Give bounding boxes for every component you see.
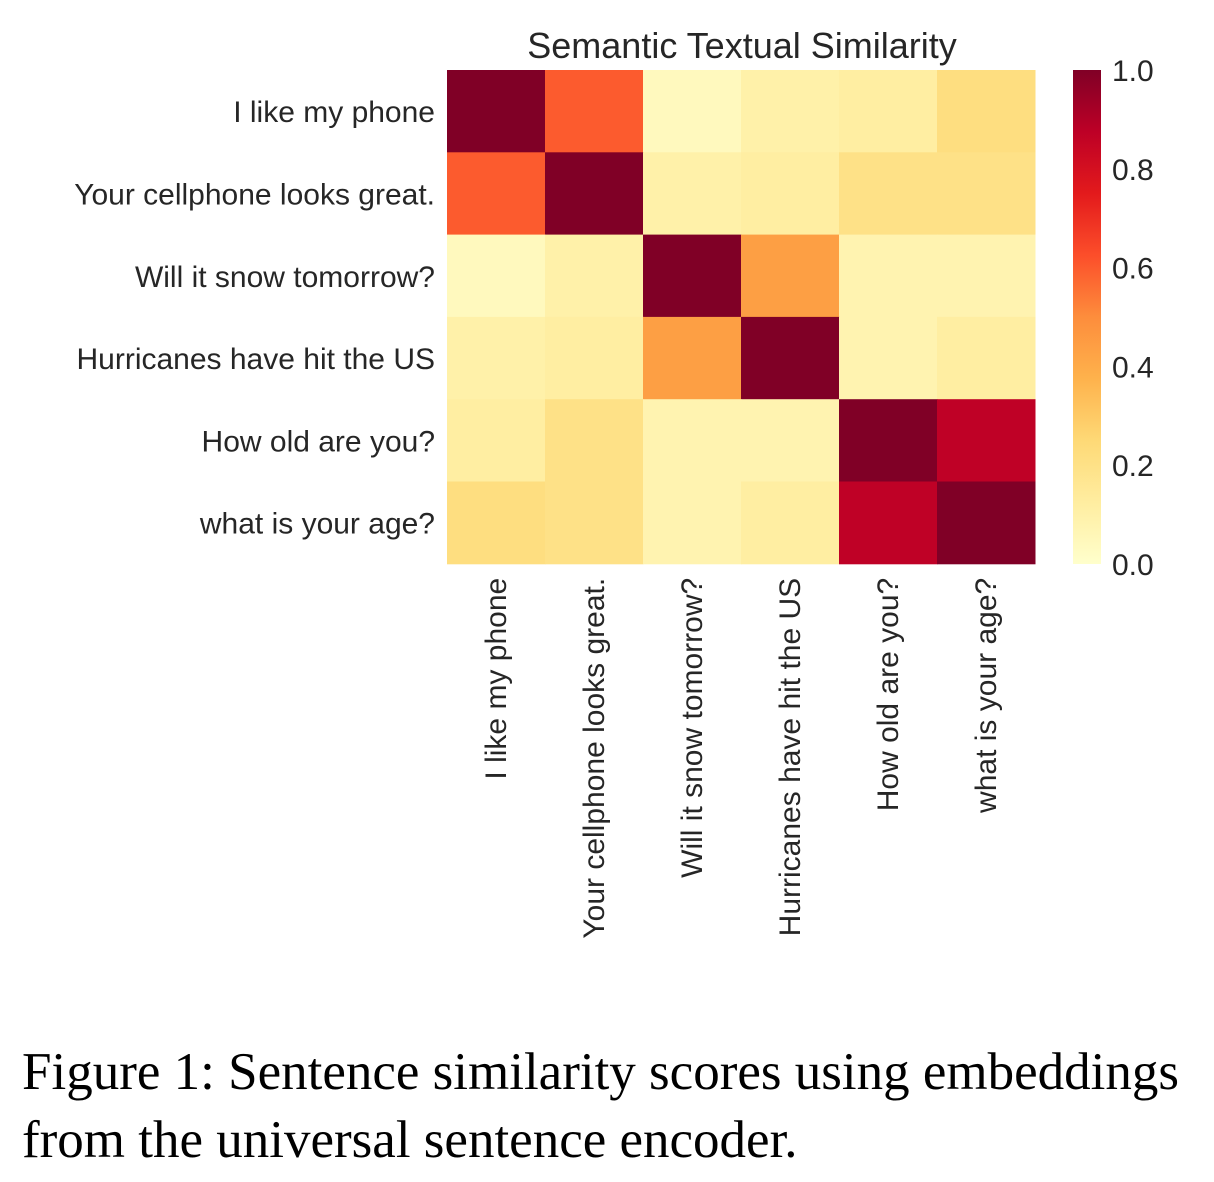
colorbar [1073,70,1101,564]
row-label: what is your age? [199,508,435,541]
heatmap-cell [545,234,644,318]
colorbar-ticks: 0.0 0.2 0.4 0.6 0.8 1.0 [1112,55,1154,582]
heatmap-cell [643,70,742,153]
heatmap-cell [545,316,644,400]
heatmap-cell [937,152,1036,236]
heatmap-cell [447,70,546,153]
heatmap-cell [839,481,938,565]
column-label: I like my phone [480,578,513,780]
heatmap-cell [545,70,644,153]
colorbar-tick-label: 0.4 [1112,351,1154,384]
heatmap-cell [643,316,742,400]
row-label: How old are you? [202,425,435,458]
chart-title: Semantic Textual Similarity [527,25,957,66]
row-label: Will it snow tomorrow? [135,261,435,294]
heatmap-cell [741,481,840,565]
heatmap-cell [447,316,546,400]
heatmap-cell [741,152,840,236]
heatmap-cell [937,70,1036,153]
colorbar-tick-label: 0.2 [1112,450,1154,483]
colorbar-tick-label: 1.0 [1112,55,1154,88]
heatmap-cell [839,234,938,318]
heatmap-cell [447,399,546,482]
row-label: I like my phone [233,96,435,129]
heatmap-cell [545,399,644,482]
heatmap-cell [937,481,1036,565]
heatmap-cell [937,316,1036,400]
colorbar-tick-label: 0.8 [1112,154,1154,187]
heatmap-cell [643,481,742,565]
heatmap-cell [643,152,742,236]
column-label: Hurricanes have hit the US [774,578,807,937]
figure-caption: Figure 1: Sentence similarity scores usi… [22,1043,1179,1169]
heatmap-cell [741,234,840,318]
heatmap-cell [545,481,644,565]
heatmap-cell [839,316,938,400]
heatmap-cell [447,481,546,565]
heatmap-cell [643,399,742,482]
heatmap-cell [741,399,840,482]
heatmap-cell [643,234,742,318]
row-label: Hurricanes have hit the US [76,343,435,376]
heatmap-chart: Semantic Textual Similarity I like my ph… [74,25,1154,939]
column-labels: I like my phone Your cellphone looks grea… [480,578,1003,939]
heatmap-cell [937,399,1036,482]
heatmap-cell [447,152,546,236]
heatmap-cell [545,152,644,236]
row-labels: I like my phone Your cellphone looks grea… [74,96,435,541]
colorbar-tick-label: 0.6 [1112,253,1154,286]
column-label: How old are you? [872,578,905,811]
heatmap-cells [447,70,1036,565]
colorbar-tick-label: 0.0 [1112,549,1154,582]
column-label: Your cellphone looks great. [578,578,611,939]
heatmap-cell [839,399,938,482]
heatmap-cell [839,152,938,236]
heatmap-cell [839,70,938,153]
heatmap-cell [741,316,840,400]
column-label: what is your age? [970,578,1003,814]
row-label: Your cellphone looks great. [74,178,435,211]
column-label: Will it snow tomorrow? [676,578,709,878]
heatmap-cell [741,70,840,153]
heatmap-cell [447,234,546,318]
heatmap-cell [937,234,1036,318]
